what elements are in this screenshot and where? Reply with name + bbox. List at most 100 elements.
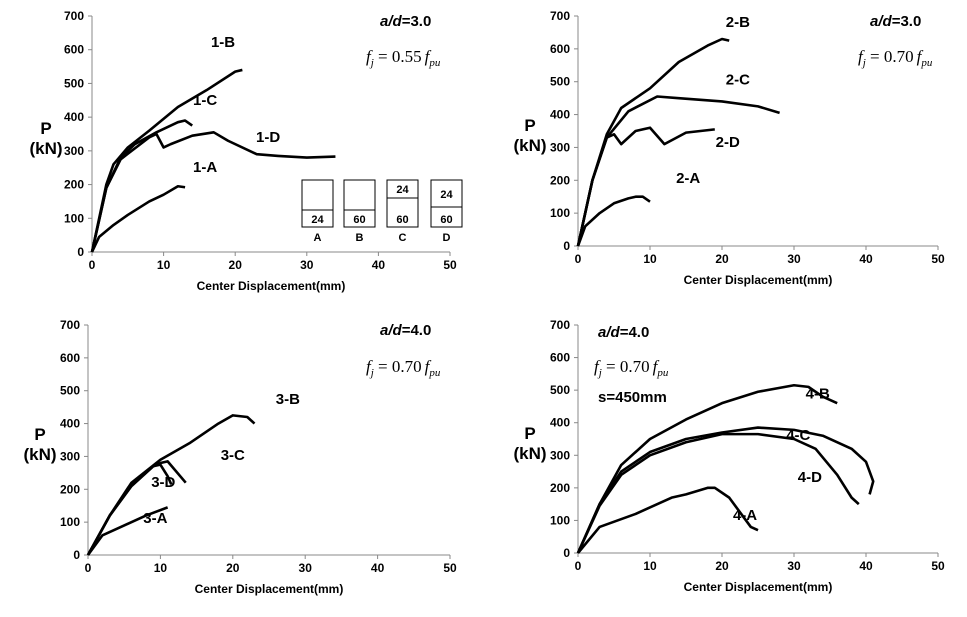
x-tick-label: 10 — [643, 252, 657, 266]
y-tick-label: 0 — [563, 239, 570, 253]
series-label: 4-A — [733, 507, 757, 524]
ratio-part: =3.0 — [892, 13, 922, 30]
y-axis-label: (kN) — [23, 445, 56, 464]
x-tick-label: 30 — [787, 559, 801, 573]
y-tick-label: 600 — [60, 351, 80, 365]
y-tick-label: 200 — [64, 178, 84, 192]
y-tick-label: 700 — [550, 9, 570, 23]
y-tick-label: 100 — [64, 211, 84, 225]
series-line — [576, 37, 730, 247]
formula-part: j — [369, 367, 374, 379]
series-line — [576, 486, 759, 554]
series-label: 2-D — [716, 134, 740, 151]
series-label: 2-A — [676, 170, 700, 187]
series-line — [86, 506, 169, 556]
x-tick-label: 0 — [85, 561, 92, 575]
y-tick-label: 500 — [64, 76, 84, 90]
formula-part: f — [425, 357, 432, 376]
y-tick-label: 600 — [550, 351, 570, 365]
y-tick-label: 200 — [550, 481, 570, 495]
x-tick-label: 0 — [575, 252, 582, 266]
x-axis-label: Center Displacement(mm) — [195, 582, 344, 596]
formula-part: j — [597, 367, 602, 379]
ratio-annotation: a/d=4.0 — [380, 322, 431, 339]
y-tick-label: 100 — [550, 206, 570, 220]
section-label: A — [314, 232, 322, 244]
section-label: C — [399, 232, 407, 244]
section-label: B — [356, 232, 364, 244]
y-tick-label: 400 — [550, 108, 570, 122]
series-label: 1-C — [193, 92, 217, 109]
x-tick-label: 50 — [443, 561, 457, 575]
y-tick-label: 600 — [64, 43, 84, 57]
formula-part: pu — [428, 57, 441, 69]
section-layer: 60 — [353, 214, 365, 226]
y-tick-label: 100 — [60, 515, 80, 529]
formula-part: f — [366, 47, 373, 66]
y-tick-label: 0 — [73, 548, 80, 562]
x-tick-label: 50 — [443, 258, 457, 272]
x-tick-label: 0 — [89, 258, 96, 272]
y-axis-label: (kN) — [29, 139, 62, 158]
x-tick-label: 20 — [715, 559, 729, 573]
series-label: 1-D — [256, 129, 280, 146]
section-box — [386, 179, 419, 228]
y-axis-label: P — [524, 424, 535, 443]
series-label: 3-D — [151, 474, 175, 491]
formula-part: j — [861, 57, 866, 69]
ratio-annotation: a/d=3.0 — [380, 13, 431, 30]
y-tick-label: 300 — [64, 144, 84, 158]
y-axis-label: (kN) — [513, 136, 546, 155]
formula-part: pu — [920, 57, 933, 69]
formula-part: pu — [656, 367, 669, 379]
y-tick-label: 100 — [550, 513, 570, 527]
series-label: 4-B — [806, 385, 830, 402]
formula-annotation: fj = 0.70 fpu — [858, 47, 933, 69]
series-label: 4-D — [798, 469, 822, 486]
section-layer: 24 — [396, 184, 409, 196]
y-tick-label: 500 — [60, 384, 80, 398]
formula-part: f — [366, 357, 373, 376]
ratio-annotation: a/d=3.0 — [870, 13, 921, 30]
y-tick-label: 700 — [550, 318, 570, 332]
y-axis-label: (kN) — [513, 444, 546, 463]
y-tick-label: 300 — [60, 449, 80, 463]
x-axis-label: Center Displacement(mm) — [197, 279, 346, 293]
x-tick-label: 30 — [787, 252, 801, 266]
y-tick-label: 300 — [550, 448, 570, 462]
formula-part: pu — [428, 367, 441, 379]
y-tick-label: 500 — [550, 383, 570, 397]
x-tick-label: 10 — [643, 559, 657, 573]
y-tick-label: 700 — [60, 318, 80, 332]
x-tick-label: 20 — [715, 252, 729, 266]
series-label: 2-B — [726, 14, 750, 31]
x-tick-label: 10 — [154, 561, 168, 575]
x-tick-label: 50 — [931, 559, 945, 573]
formula-annotation: fj = 0.55 fpu — [366, 47, 441, 69]
ratio-part: =4.0 — [620, 324, 650, 341]
x-tick-label: 40 — [371, 561, 385, 575]
series-label: 3-B — [276, 391, 300, 408]
y-tick-label: 600 — [550, 42, 570, 56]
x-tick-label: 40 — [372, 258, 386, 272]
x-tick-label: 30 — [299, 561, 313, 575]
x-tick-label: 10 — [157, 258, 171, 272]
series-line — [576, 426, 875, 554]
series-line — [90, 131, 336, 253]
formula-part: = 0.70 — [602, 357, 650, 376]
y-tick-label: 400 — [60, 417, 80, 431]
section-layer: 24 — [311, 214, 324, 226]
section-box — [343, 179, 376, 228]
formula-part: f — [858, 47, 865, 66]
formula-part: = 0.70 — [374, 357, 422, 376]
formula-part: = 0.55 — [374, 47, 422, 66]
formula-part: f — [653, 357, 660, 376]
formula-part: = 0.70 — [866, 47, 914, 66]
series-label: 3-C — [221, 447, 245, 464]
ratio-part: a/d — [598, 324, 621, 341]
y-tick-label: 0 — [563, 546, 570, 560]
series-line — [576, 383, 838, 554]
ratio-part: =4.0 — [402, 322, 432, 339]
ratio-part: a/d — [870, 13, 893, 30]
